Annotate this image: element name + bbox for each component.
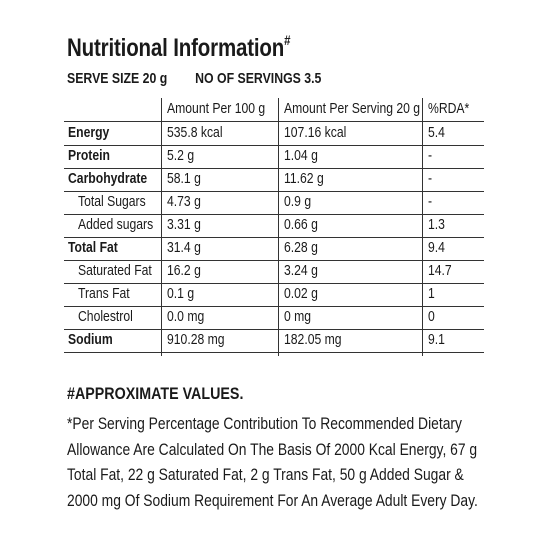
amount-per-serving: 0.9 g: [284, 194, 312, 210]
serving-info: SERVE SIZE 20 g NO OF SERVINGS 3.5: [67, 70, 321, 87]
nutrient-label: Energy: [68, 125, 110, 141]
page-title: Nutritional Information#: [67, 32, 291, 62]
header-amount-per-serving: Amount Per Serving 20 g: [284, 101, 421, 117]
table-row: Sodium 910.28 mg 182.05 mg 9.1: [64, 329, 484, 353]
nutrient-label: Total Fat: [68, 240, 118, 256]
rda-value: 5.4: [428, 125, 445, 141]
amount-per-100g: 3.31 g: [167, 217, 201, 233]
nutrient-label: Sodium: [68, 332, 113, 348]
nutrient-label: Trans Fat: [78, 286, 130, 302]
amount-per-serving: 182.05 mg: [284, 332, 342, 348]
footnote-line: *Per Serving Percentage Contribution To …: [67, 415, 462, 433]
nutrient-label: Cholestrol: [78, 309, 133, 325]
rda-value: -: [428, 194, 433, 210]
amount-per-100g: 535.8 kcal: [167, 125, 223, 141]
amount-per-serving: 6.28 g: [284, 240, 318, 256]
title-footnote-mark: #: [284, 32, 291, 48]
amount-per-100g: 0.0 mg: [167, 309, 205, 325]
amount-per-100g: 31.4 g: [167, 240, 201, 256]
nutrient-label: Added sugars: [78, 217, 154, 233]
amount-per-serving: 3.24 g: [284, 263, 318, 279]
table-row: Carbohydrate 58.1 g 11.62 g -: [64, 168, 484, 192]
rda-value: 1: [428, 286, 435, 302]
amount-per-serving: 0.02 g: [284, 286, 318, 302]
nutrient-label: Total Sugars: [78, 194, 146, 210]
amount-per-100g: 910.28 mg: [167, 332, 225, 348]
amount-per-serving: 0 mg: [284, 309, 312, 325]
rda-value: 1.3: [428, 217, 445, 233]
table-row: Total Sugars 4.73 g 0.9 g -: [64, 191, 484, 215]
table-header-row: Amount Per 100 g Amount Per Serving 20 g…: [64, 98, 484, 122]
serve-size: SERVE SIZE 20 g: [67, 70, 168, 87]
rda-value: -: [428, 171, 433, 187]
column-divider: [278, 98, 279, 356]
rda-value: 0: [428, 309, 435, 325]
approximate-values-heading: #APPROXIMATE VALUES.: [67, 384, 244, 403]
column-divider: [422, 98, 423, 356]
amount-per-100g: 4.73 g: [167, 194, 201, 210]
rda-value: 9.4: [428, 240, 445, 256]
amount-per-serving: 107.16 kcal: [284, 125, 347, 141]
rda-value: 14.7: [428, 263, 452, 279]
table-row: Energy 535.8 kcal 107.16 kcal 5.4: [64, 122, 484, 146]
column-divider: [161, 98, 162, 356]
rda-value: -: [428, 148, 433, 164]
amount-per-serving: 0.66 g: [284, 217, 318, 233]
table-row: Total Fat 31.4 g 6.28 g 9.4: [64, 237, 484, 261]
header-amount-per-100g: Amount Per 100 g: [167, 101, 266, 117]
amount-per-100g: 58.1 g: [167, 171, 201, 187]
amount-per-serving: 1.04 g: [284, 148, 318, 164]
nutrient-label: Saturated Fat: [78, 263, 152, 279]
nutrient-label: Carbohydrate: [68, 171, 148, 187]
amount-per-100g: 0.1 g: [167, 286, 195, 302]
table-row: Added sugars 3.31 g 0.66 g 1.3: [64, 214, 484, 238]
nutrient-label: Protein: [68, 148, 110, 164]
footnote-line: Total Fat, 22 g Saturated Fat, 2 g Trans…: [67, 466, 464, 484]
header-rda: %RDA*: [428, 101, 470, 117]
table-row: Trans Fat 0.1 g 0.02 g 1: [64, 283, 484, 307]
footnote-line: 2000 mg Of Sodium Requirement For An Ave…: [67, 491, 478, 510]
servings-count: NO OF SERVINGS 3.5: [195, 70, 322, 87]
rda-footnote: *Per Serving Percentage Contribution To …: [67, 412, 504, 514]
amount-per-100g: 5.2 g: [167, 148, 195, 164]
amount-per-100g: 16.2 g: [167, 263, 201, 279]
amount-per-serving: 11.62 g: [284, 171, 324, 187]
table-row: Saturated Fat 16.2 g 3.24 g 14.7: [64, 260, 484, 284]
rda-value: 9.1: [428, 332, 445, 348]
footnote-line: Allowance Are Calculated On The Basis Of…: [67, 440, 478, 459]
table-row: Cholestrol 0.0 mg 0 mg 0: [64, 306, 484, 330]
table-row: Protein 5.2 g 1.04 g -: [64, 145, 484, 169]
